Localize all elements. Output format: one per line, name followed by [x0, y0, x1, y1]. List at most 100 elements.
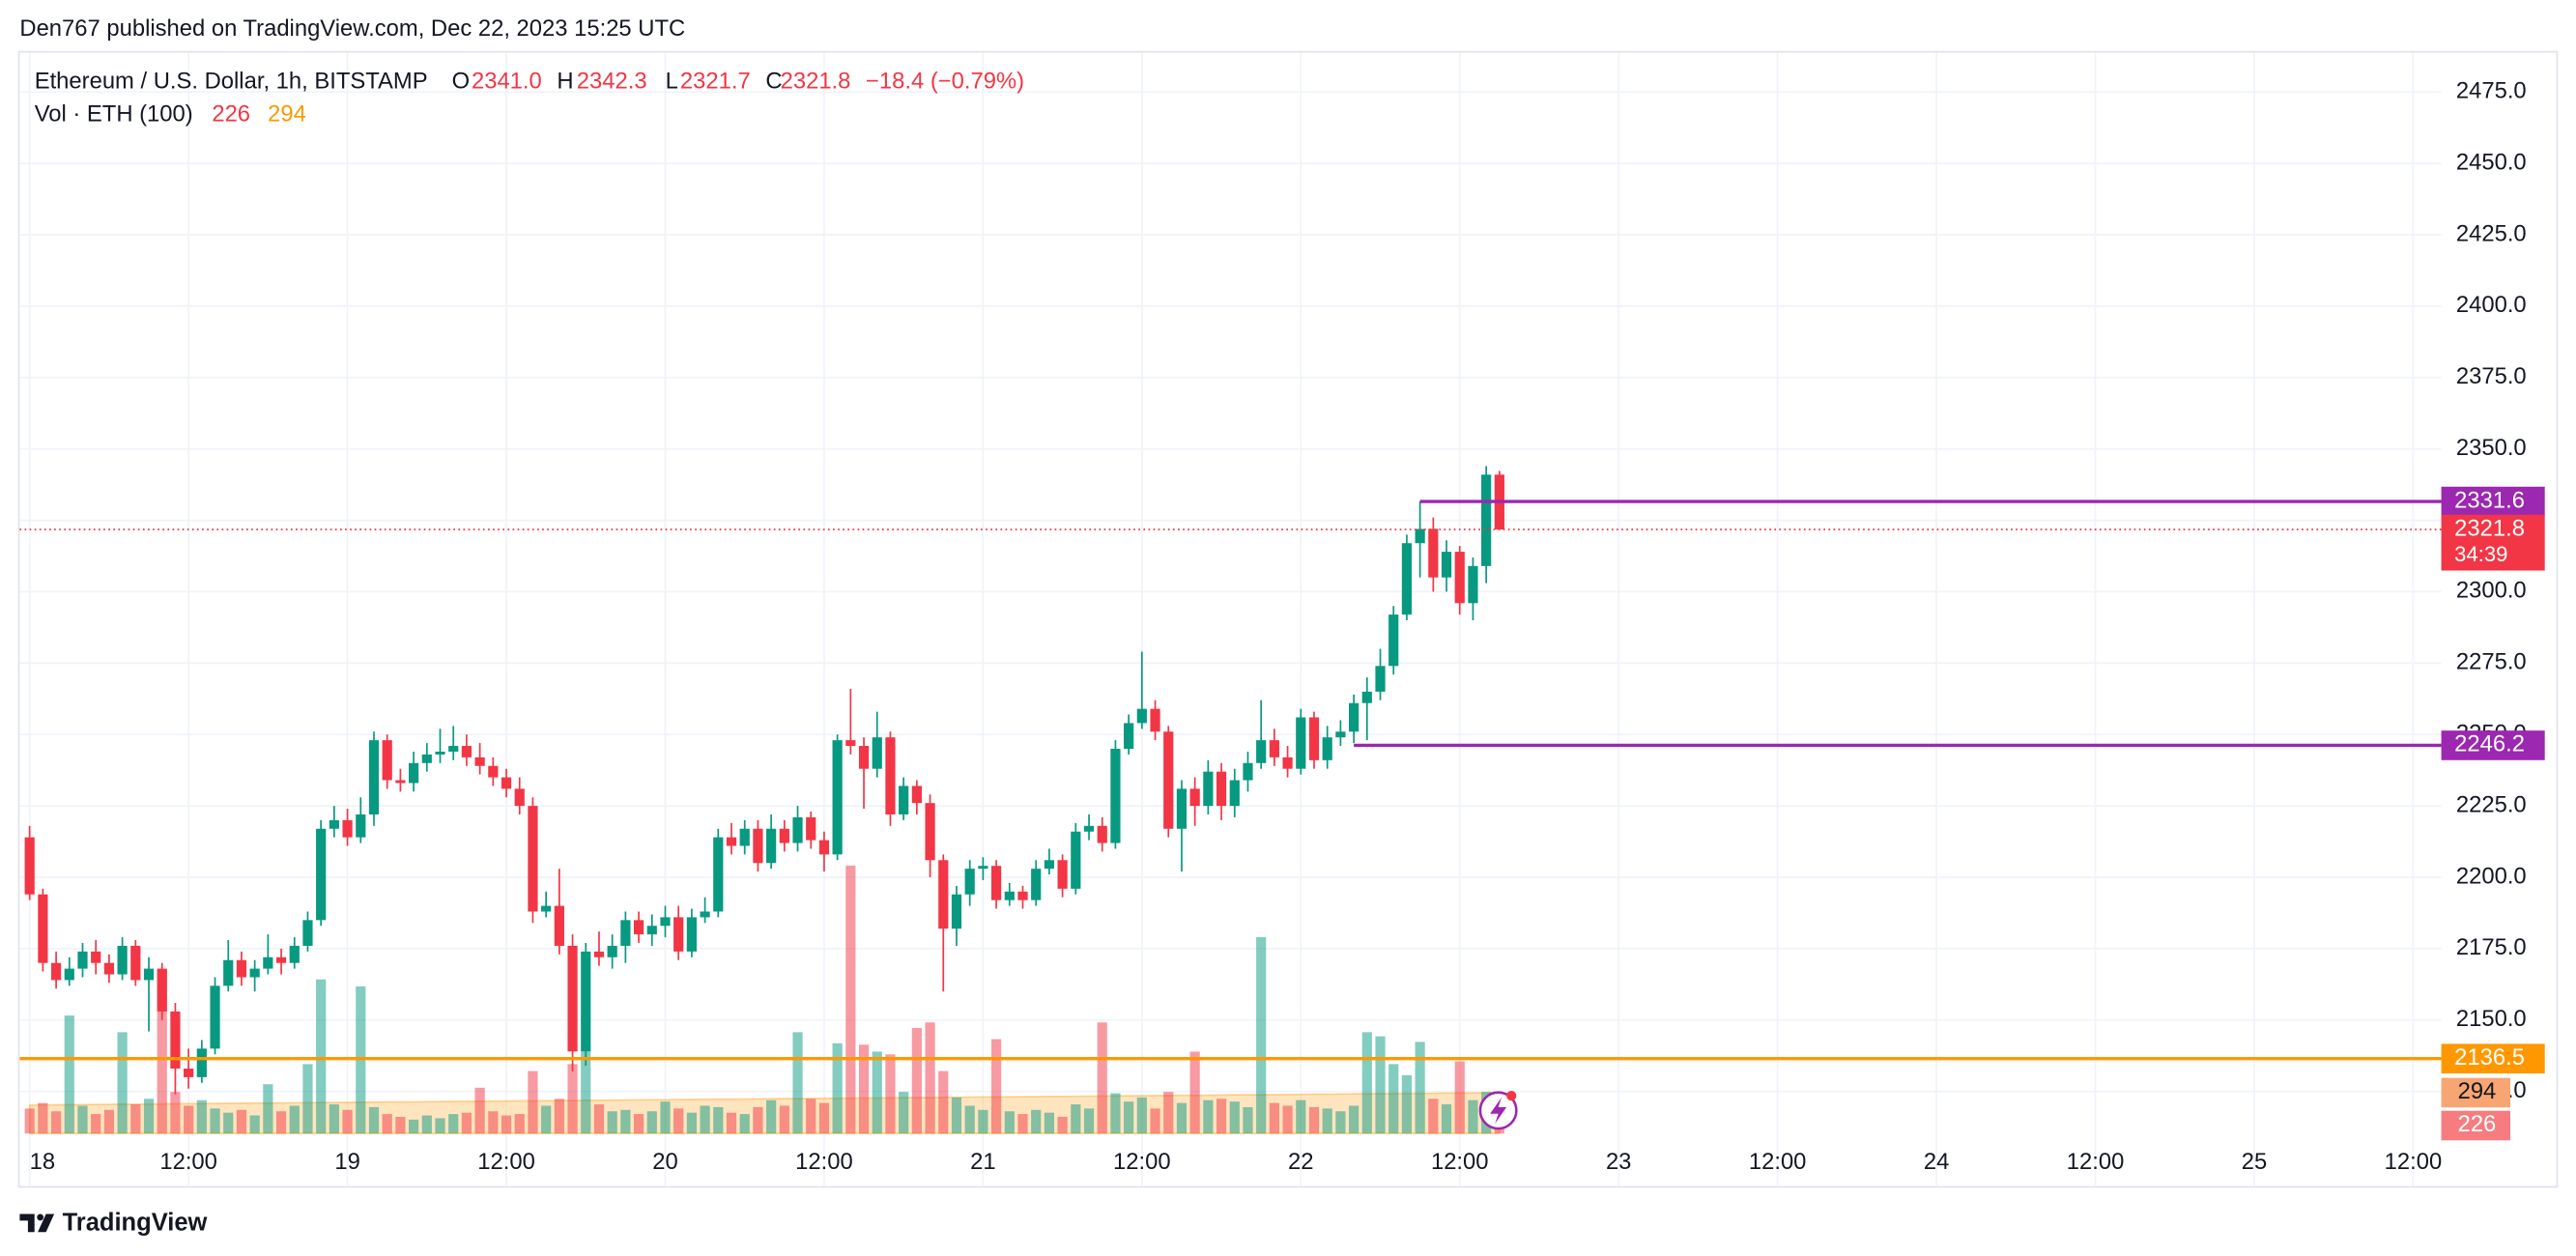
candle-body — [593, 951, 605, 957]
y-tick-label: 2400.0 — [2456, 292, 2527, 318]
volume-bar — [50, 1111, 62, 1134]
x-tick-label: 20 — [652, 1149, 677, 1175]
volume-bar — [1256, 936, 1267, 1134]
candle-body — [739, 828, 750, 846]
candle-body — [1401, 543, 1413, 615]
candle-body — [1361, 691, 1372, 703]
volume-bar — [978, 1109, 988, 1134]
candle-body — [196, 1048, 207, 1077]
level-box — [2441, 1043, 2545, 1073]
candle-body — [474, 756, 485, 766]
volume-bar — [885, 1054, 896, 1134]
ohlc-value: 2321.8 — [781, 68, 851, 94]
volume-bar — [170, 1092, 181, 1134]
volume-bar — [329, 1104, 339, 1134]
volume-ma-label: 294 — [2458, 1078, 2497, 1104]
candle-body — [1375, 666, 1386, 692]
volume-bar — [593, 1104, 605, 1134]
countdown: 34:39 — [2454, 542, 2507, 566]
candle-body — [1163, 731, 1174, 829]
candle-body — [275, 956, 287, 963]
candle-body — [766, 828, 777, 864]
candle-body — [581, 951, 591, 1052]
y-tick-label: 2275.0 — [2456, 649, 2527, 675]
candle-body — [130, 945, 141, 981]
volume-bar — [435, 1118, 445, 1134]
candle-body — [1428, 528, 1439, 578]
candle-body — [872, 737, 882, 769]
volume-bar — [660, 1101, 671, 1134]
candle-body — [1071, 831, 1081, 889]
candle-body — [633, 920, 644, 935]
volume-bar — [289, 1105, 300, 1134]
candle-body — [1203, 771, 1214, 807]
volume-bar — [1176, 1102, 1188, 1134]
x-tick-label: 23 — [1606, 1149, 1631, 1175]
volume-legend: Vol · ETH (100) — [35, 100, 193, 127]
volume-bar — [382, 1114, 392, 1134]
candle-body — [660, 917, 671, 927]
candle-body — [1481, 474, 1492, 566]
candle-body — [210, 985, 220, 1049]
volume-bar — [1097, 1022, 1107, 1134]
volume-bar — [1004, 1111, 1015, 1134]
candle-body — [1441, 552, 1452, 578]
volume-bar — [1296, 1099, 1306, 1134]
volume-bar — [792, 1032, 803, 1134]
candle-body — [541, 905, 552, 912]
candle-body — [1189, 788, 1200, 807]
candle-body — [1349, 702, 1360, 732]
volume-bar — [474, 1087, 485, 1134]
volume-bar — [1308, 1106, 1320, 1134]
volume-bar — [1269, 1102, 1279, 1134]
candle-body — [263, 956, 273, 969]
change-label: −18.4 (−0.79%) — [866, 68, 1024, 94]
candle-body — [899, 785, 909, 814]
x-tick-label: 12:00 — [2385, 1149, 2443, 1175]
candle-body — [409, 762, 419, 784]
x-tick-label: 25 — [2242, 1149, 2267, 1175]
candle-body — [792, 816, 803, 843]
ohlc-value: 2321.7 — [680, 68, 751, 94]
candle-body — [50, 962, 62, 981]
candle-body — [567, 945, 578, 1052]
y-tick-label: 2175.0 — [2456, 934, 2527, 960]
candle-body — [858, 746, 870, 769]
candle-body — [24, 837, 35, 895]
candle-body — [368, 740, 380, 814]
candle-body — [990, 866, 1002, 900]
volume-pane — [24, 865, 1504, 1135]
volume-bar — [964, 1105, 975, 1134]
volume-bar — [1428, 1099, 1439, 1134]
volume-bar — [223, 1112, 234, 1134]
candle-body — [832, 740, 843, 855]
candle-body — [1216, 771, 1227, 807]
candle-body — [91, 951, 101, 963]
volume-bar — [1401, 1074, 1413, 1134]
x-tick-label: 22 — [1288, 1149, 1313, 1175]
volume-bar — [766, 1099, 777, 1134]
volume-bar — [1229, 1101, 1240, 1134]
volume-bar — [1468, 1099, 1478, 1134]
candle-body — [885, 737, 896, 814]
volume-bar — [117, 1032, 128, 1134]
candle-body — [1110, 749, 1121, 843]
volume-bar — [461, 1112, 472, 1134]
x-tick-label: 12:00 — [1749, 1149, 1807, 1175]
volume-bar — [249, 1115, 260, 1134]
volume-bar — [1057, 1116, 1068, 1134]
volume-bar — [1203, 1099, 1214, 1134]
candle-body — [316, 828, 327, 921]
volume-bar — [872, 1051, 882, 1134]
candle-body — [184, 1069, 194, 1077]
price-box — [2441, 514, 2545, 571]
volume-bar — [951, 1097, 962, 1134]
axes: 2125.02150.02175.02200.02225.02250.02275… — [30, 78, 2545, 1175]
candle-body — [421, 754, 432, 763]
candle-body — [686, 917, 697, 952]
volume-bar — [448, 1114, 459, 1134]
candle-body — [356, 814, 366, 838]
candle-body — [700, 911, 710, 918]
candle-body — [818, 840, 830, 855]
candle-body — [435, 751, 445, 755]
